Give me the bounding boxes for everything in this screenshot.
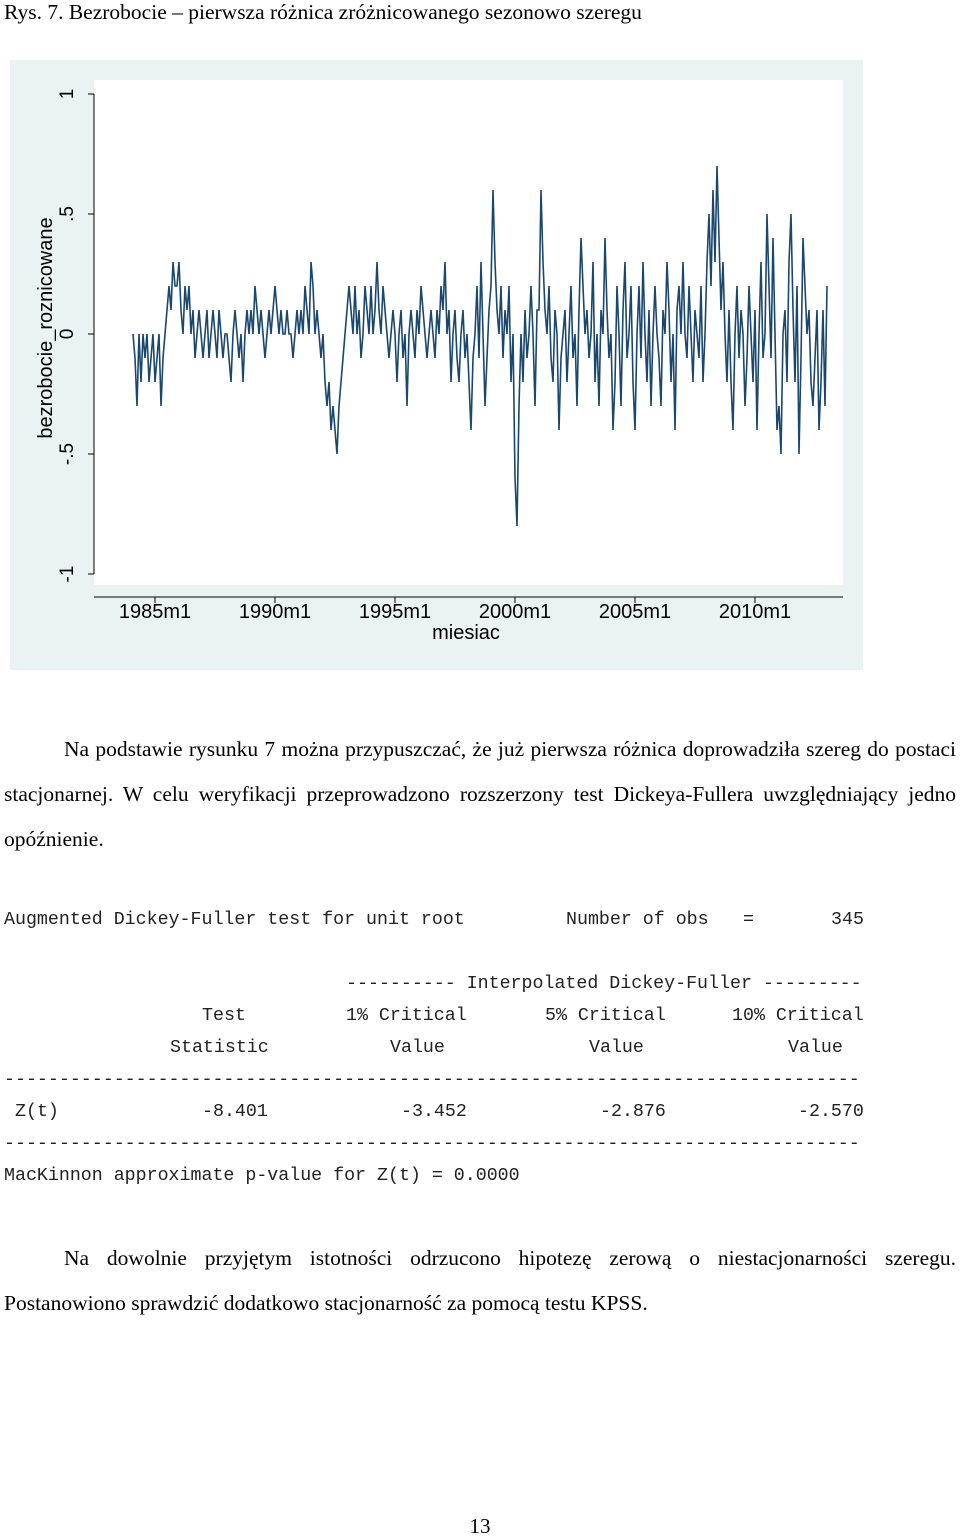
col-header: Value [788,1038,843,1058]
cell: -2.876 [600,1102,666,1122]
y-tick-label: 1 [57,89,78,100]
x-tick-label: 1985m1 [119,601,191,623]
x-axis-label: miesiac [432,622,500,644]
col-header: Test [202,1006,246,1026]
obs-label: Number of obs [566,910,709,930]
figure-caption: Rys. 7. Bezrobocie – pierwsza różnica zr… [4,0,642,24]
cell: -8.401 [202,1102,268,1122]
y-tick-label: .5 [57,206,78,222]
chart: -1 -.5 0 .5 1 1985m1 1990m1 1995m1 2000m1 2005m1 2… [10,60,863,670]
rule: ----------------------------------------… [4,1070,860,1090]
col-header: 10% Critical [732,1006,864,1026]
x-tick-label: 2010m1 [719,601,791,623]
row-label: Z(t) [15,1102,59,1122]
x-tick-label: 2005m1 [599,601,671,623]
obs-eq: = [743,910,754,930]
col-header: Value [589,1038,644,1058]
y-tick-label: -1 [57,566,78,583]
test-title: Augmented Dickey-Fuller test for unit ro… [4,910,465,930]
col-header: Statistic [170,1038,269,1058]
rule: ----------------------------------------… [4,1134,860,1154]
obs-value: 345 [831,910,864,930]
cell: -2.570 [798,1102,864,1122]
x-tick-label: 1990m1 [239,601,311,623]
x-tick-label: 2000m1 [479,601,551,623]
x-tick-label: 1995m1 [359,601,431,623]
col-header: 5% Critical [545,1006,666,1026]
y-axis-label: bezrobocie_roznicowane [35,217,57,438]
page-number: 13 [469,1514,491,1537]
paragraph: Na dowolnie przyjętym istotności odrzuco… [4,1246,956,1315]
cell: -3.452 [401,1102,467,1122]
group-header: ---------- Interpolated Dickey-Fuller --… [346,974,862,994]
plot-area [94,80,843,585]
y-tick-label: -.5 [57,443,78,465]
data-line [132,165,828,527]
col-header: 1% Critical [346,1006,467,1026]
paragraph: Na podstawie rysunku 7 można przypuszcza… [4,737,956,851]
col-header: Value [390,1038,445,1058]
y-tick-label: 0 [57,329,78,340]
test-footer: MacKinnon approximate p-value for Z(t) =… [4,1166,520,1186]
